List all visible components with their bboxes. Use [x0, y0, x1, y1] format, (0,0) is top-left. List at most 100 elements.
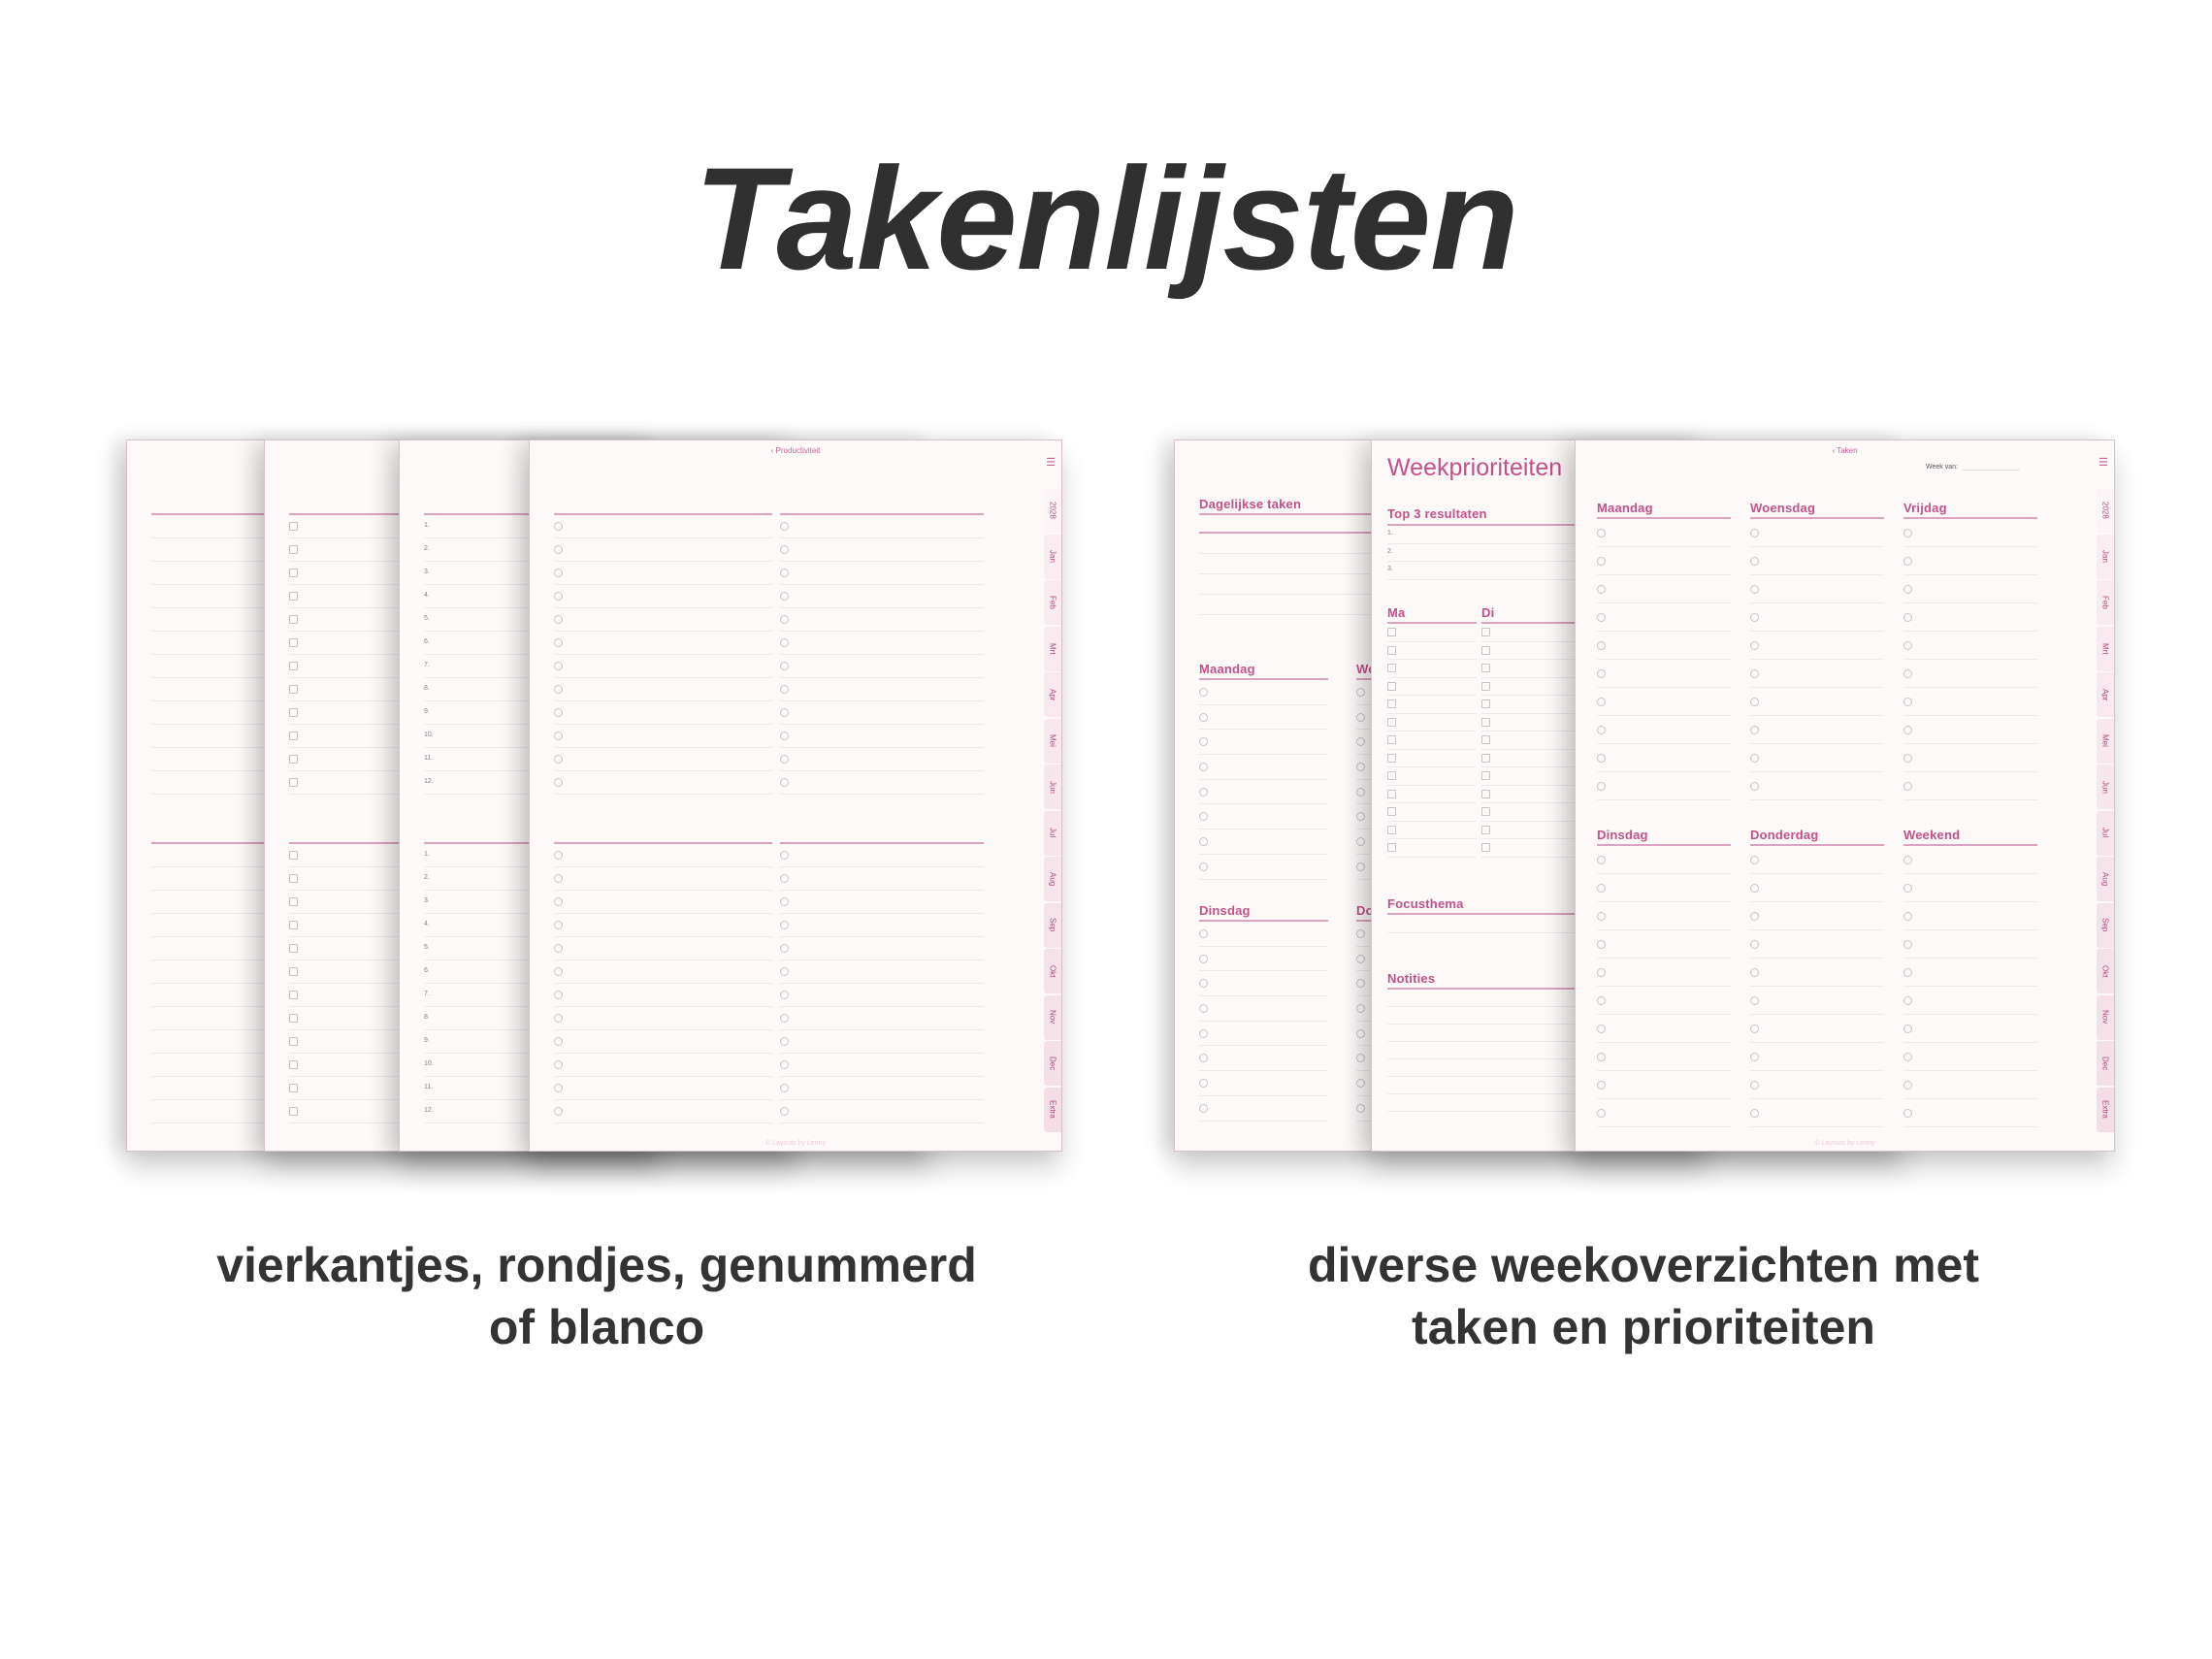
- week-of-field[interactable]: Week van:: [1926, 464, 2020, 471]
- radio-circle-icon[interactable]: [1199, 737, 1208, 747]
- radio-circle-icon[interactable]: [1903, 640, 1912, 650]
- tab-mei[interactable]: Mei: [1044, 718, 1061, 764]
- checkbox-square-icon[interactable]: [289, 921, 298, 929]
- list-row[interactable]: [151, 538, 370, 562]
- list-row[interactable]: [554, 1030, 772, 1054]
- list-row[interactable]: [1387, 696, 1477, 714]
- radio-circle-icon[interactable]: [554, 1084, 563, 1092]
- radio-circle-icon[interactable]: [554, 522, 563, 531]
- list-row[interactable]: [1597, 1043, 1731, 1071]
- radio-circle-icon[interactable]: [780, 662, 789, 670]
- list-row[interactable]: [780, 585, 984, 608]
- radio-circle-icon[interactable]: [1750, 883, 1759, 893]
- list-row[interactable]: [151, 748, 370, 771]
- list-row[interactable]: [1387, 839, 1477, 858]
- radio-circle-icon[interactable]: [1597, 584, 1606, 594]
- list-row[interactable]: [554, 1077, 772, 1100]
- radio-circle-icon[interactable]: [554, 569, 563, 577]
- checkbox-square-icon[interactable]: [289, 685, 298, 694]
- list-row[interactable]: [780, 914, 984, 937]
- list-row[interactable]: [554, 867, 772, 891]
- list-row[interactable]: [151, 701, 370, 725]
- list-row[interactable]: [554, 515, 772, 538]
- list-row[interactable]: [1903, 660, 2037, 688]
- list-row[interactable]: [289, 632, 507, 655]
- checkbox-square-icon[interactable]: [1481, 807, 1490, 817]
- radio-circle-icon[interactable]: [780, 522, 789, 531]
- radio-circle-icon[interactable]: [780, 851, 789, 860]
- radio-circle-icon[interactable]: [1199, 979, 1208, 989]
- checkbox-square-icon[interactable]: [1387, 717, 1396, 727]
- list-row[interactable]: [780, 608, 984, 632]
- list-row[interactable]: [780, 655, 984, 678]
- radio-circle-icon[interactable]: [1356, 687, 1365, 697]
- list-row[interactable]: [1903, 1099, 2037, 1127]
- tab-aug[interactable]: Aug: [1044, 857, 1061, 901]
- checkbox-square-icon[interactable]: [1387, 735, 1396, 745]
- list-row[interactable]: [780, 867, 984, 891]
- radio-circle-icon[interactable]: [1750, 1052, 1759, 1061]
- list-row[interactable]: [554, 538, 772, 562]
- list-row[interactable]: [289, 678, 507, 701]
- list-row[interactable]: 2.: [1387, 544, 1678, 562]
- list-row[interactable]: [1199, 755, 1328, 780]
- checkbox-square-icon[interactable]: [289, 708, 298, 717]
- list-row[interactable]: [1903, 547, 2037, 575]
- list-row[interactable]: [1903, 987, 2037, 1015]
- list-row[interactable]: [554, 748, 772, 771]
- radio-circle-icon[interactable]: [1903, 753, 1912, 763]
- list-row[interactable]: [1387, 1042, 1678, 1059]
- list-row[interactable]: [780, 1030, 984, 1054]
- radio-circle-icon[interactable]: [780, 1014, 789, 1023]
- list-row[interactable]: [780, 1007, 984, 1030]
- list-row[interactable]: [1750, 1043, 1884, 1071]
- list-row[interactable]: [1199, 705, 1328, 731]
- radio-circle-icon[interactable]: [780, 569, 789, 577]
- checkbox-square-icon[interactable]: [289, 592, 298, 601]
- list-row[interactable]: [1199, 680, 1328, 705]
- tab-aug[interactable]: Aug: [2097, 857, 2114, 901]
- radio-circle-icon[interactable]: [1199, 712, 1208, 722]
- radio-circle-icon[interactable]: [1597, 612, 1606, 622]
- radio-circle-icon[interactable]: [1597, 697, 1606, 706]
- checkbox-square-icon[interactable]: [289, 967, 298, 976]
- checkbox-square-icon[interactable]: [1387, 753, 1396, 763]
- radio-circle-icon[interactable]: [780, 778, 789, 787]
- radio-circle-icon[interactable]: [1356, 787, 1365, 797]
- list-row[interactable]: [1597, 688, 1731, 716]
- list-row[interactable]: [1597, 660, 1731, 688]
- list-row[interactable]: [1597, 846, 1731, 874]
- list-row[interactable]: [1750, 632, 1884, 660]
- checkbox-square-icon[interactable]: [1481, 628, 1490, 637]
- tab-2028[interactable]: 2028: [1044, 488, 1061, 533]
- list-row[interactable]: [1597, 772, 1731, 800]
- radio-circle-icon[interactable]: [1199, 862, 1208, 871]
- list-row[interactable]: [1597, 519, 1731, 547]
- radio-circle-icon[interactable]: [1356, 1003, 1365, 1013]
- list-row[interactable]: [1597, 575, 1731, 603]
- list-row[interactable]: [289, 937, 507, 960]
- list-row[interactable]: [1481, 678, 1588, 696]
- list-row[interactable]: [1199, 780, 1328, 805]
- list-row[interactable]: [1903, 716, 2037, 744]
- checkbox-square-icon[interactable]: [1481, 825, 1490, 834]
- tab-okt[interactable]: Okt: [1044, 949, 1061, 993]
- list-row[interactable]: [1903, 902, 2037, 930]
- radio-circle-icon[interactable]: [1199, 1079, 1208, 1089]
- list-row[interactable]: [1750, 902, 1884, 930]
- list-row[interactable]: [1387, 1007, 1678, 1025]
- radio-circle-icon[interactable]: [1199, 1003, 1208, 1013]
- list-row[interactable]: [1199, 855, 1328, 880]
- checkbox-square-icon[interactable]: [289, 569, 298, 577]
- list-row[interactable]: [289, 891, 507, 914]
- radio-circle-icon[interactable]: [1903, 528, 1912, 537]
- tab-feb[interactable]: Feb: [2097, 580, 2114, 625]
- radio-circle-icon[interactable]: [1597, 556, 1606, 566]
- radio-circle-icon[interactable]: [1597, 1024, 1606, 1033]
- list-row[interactable]: [554, 1100, 772, 1123]
- checkbox-square-icon[interactable]: [1481, 753, 1490, 763]
- list-row[interactable]: [1750, 772, 1884, 800]
- list-row[interactable]: [554, 608, 772, 632]
- list-row[interactable]: [1597, 930, 1731, 959]
- radio-circle-icon[interactable]: [1750, 1024, 1759, 1033]
